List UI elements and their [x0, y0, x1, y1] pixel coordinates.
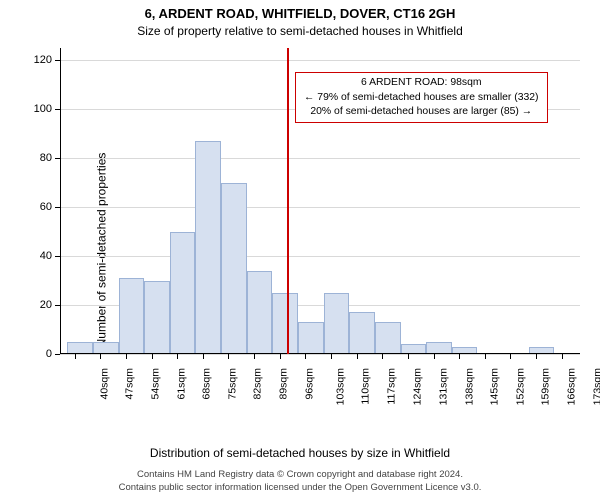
- reference-line: [287, 48, 289, 354]
- attribution-line2: Contains public sector information licen…: [0, 482, 600, 494]
- annotation-line1: 6 ARDENT ROAD: 98sqm: [304, 76, 538, 90]
- xtick-label: 103sqm: [335, 368, 347, 405]
- xtick-mark: [536, 354, 537, 359]
- xtick-mark: [228, 354, 229, 359]
- xtick-mark: [305, 354, 306, 359]
- xtick-label: 159sqm: [540, 368, 552, 405]
- xtick-mark: [152, 354, 153, 359]
- xtick-mark: [562, 354, 563, 359]
- xtick-label: 138sqm: [463, 368, 475, 405]
- gridline: [60, 354, 580, 355]
- xtick-label: 75sqm: [226, 368, 238, 400]
- xtick-mark: [75, 354, 76, 359]
- histogram-bar: [247, 271, 273, 354]
- histogram-bar: [144, 281, 170, 354]
- xtick-label: 131sqm: [437, 368, 449, 405]
- xtick-label: 145sqm: [489, 368, 501, 405]
- histogram-bar: [195, 141, 221, 354]
- gridline: [60, 158, 580, 159]
- chart-title-line2: Size of property relative to semi-detach…: [0, 24, 600, 38]
- ytick-label: 0: [46, 348, 52, 360]
- xtick-mark: [434, 354, 435, 359]
- xtick-label: 124sqm: [412, 368, 424, 405]
- y-axis: [60, 48, 61, 354]
- ytick-label: 120: [34, 54, 52, 66]
- ytick-label: 40: [40, 250, 52, 262]
- histogram-bar: [375, 322, 401, 354]
- attribution-text: Contains HM Land Registry data © Crown c…: [0, 469, 600, 494]
- xtick-label: 96sqm: [303, 368, 315, 400]
- xtick-mark: [203, 354, 204, 359]
- annotation-line3: 20% of semi-detached houses are larger (…: [304, 105, 538, 119]
- gridline: [60, 256, 580, 257]
- xtick-label: 89sqm: [278, 368, 290, 400]
- xtick-mark: [357, 354, 358, 359]
- annotation-box: 6 ARDENT ROAD: 98sqm← 79% of semi-detach…: [295, 72, 547, 122]
- xtick-label: 47sqm: [124, 368, 136, 400]
- annotation-line2: ← 79% of semi-detached houses are smalle…: [304, 91, 538, 105]
- histogram-bar: [298, 322, 324, 354]
- histogram-bar: [272, 293, 298, 354]
- ytick-label: 60: [40, 201, 52, 213]
- xtick-label: 166sqm: [565, 368, 577, 405]
- ytick-label: 80: [40, 152, 52, 164]
- xtick-label: 82sqm: [252, 368, 264, 400]
- histogram-bar: [324, 293, 350, 354]
- ytick-label: 20: [40, 299, 52, 311]
- xtick-label: 40sqm: [98, 368, 110, 400]
- attribution-line1: Contains HM Land Registry data © Crown c…: [0, 469, 600, 481]
- histogram-bar: [349, 312, 375, 354]
- xtick-mark: [254, 354, 255, 359]
- xtick-label: 173sqm: [591, 368, 600, 405]
- xtick-mark: [485, 354, 486, 359]
- plot-area: 02040608010012040sqm47sqm54sqm61sqm68sqm…: [60, 48, 580, 408]
- xtick-label: 110sqm: [360, 368, 372, 405]
- xtick-label: 61sqm: [175, 368, 187, 400]
- xtick-mark: [126, 354, 127, 359]
- gridline: [60, 60, 580, 61]
- xtick-label: 54sqm: [149, 368, 161, 400]
- xtick-label: 152sqm: [514, 368, 526, 405]
- ytick-label: 100: [34, 103, 52, 115]
- xtick-mark: [382, 354, 383, 359]
- xtick-mark: [280, 354, 281, 359]
- xtick-label: 68sqm: [201, 368, 213, 400]
- chart-title-line1: 6, ARDENT ROAD, WHITFIELD, DOVER, CT16 2…: [0, 6, 600, 21]
- x-axis-label: Distribution of semi-detached houses by …: [0, 446, 600, 460]
- xtick-mark: [459, 354, 460, 359]
- xtick-mark: [408, 354, 409, 359]
- xtick-mark: [331, 354, 332, 359]
- xtick-mark: [100, 354, 101, 359]
- ytick-mark: [55, 354, 60, 355]
- chart-container: 6, ARDENT ROAD, WHITFIELD, DOVER, CT16 2…: [0, 0, 600, 500]
- xtick-label: 117sqm: [385, 368, 397, 405]
- x-axis: [60, 353, 580, 354]
- histogram-bar: [170, 232, 196, 354]
- histogram-bar: [119, 278, 145, 354]
- histogram-bar: [221, 183, 247, 354]
- xtick-mark: [177, 354, 178, 359]
- gridline: [60, 207, 580, 208]
- xtick-mark: [510, 354, 511, 359]
